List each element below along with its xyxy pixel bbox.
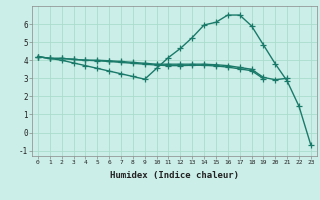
X-axis label: Humidex (Indice chaleur): Humidex (Indice chaleur): [110, 171, 239, 180]
